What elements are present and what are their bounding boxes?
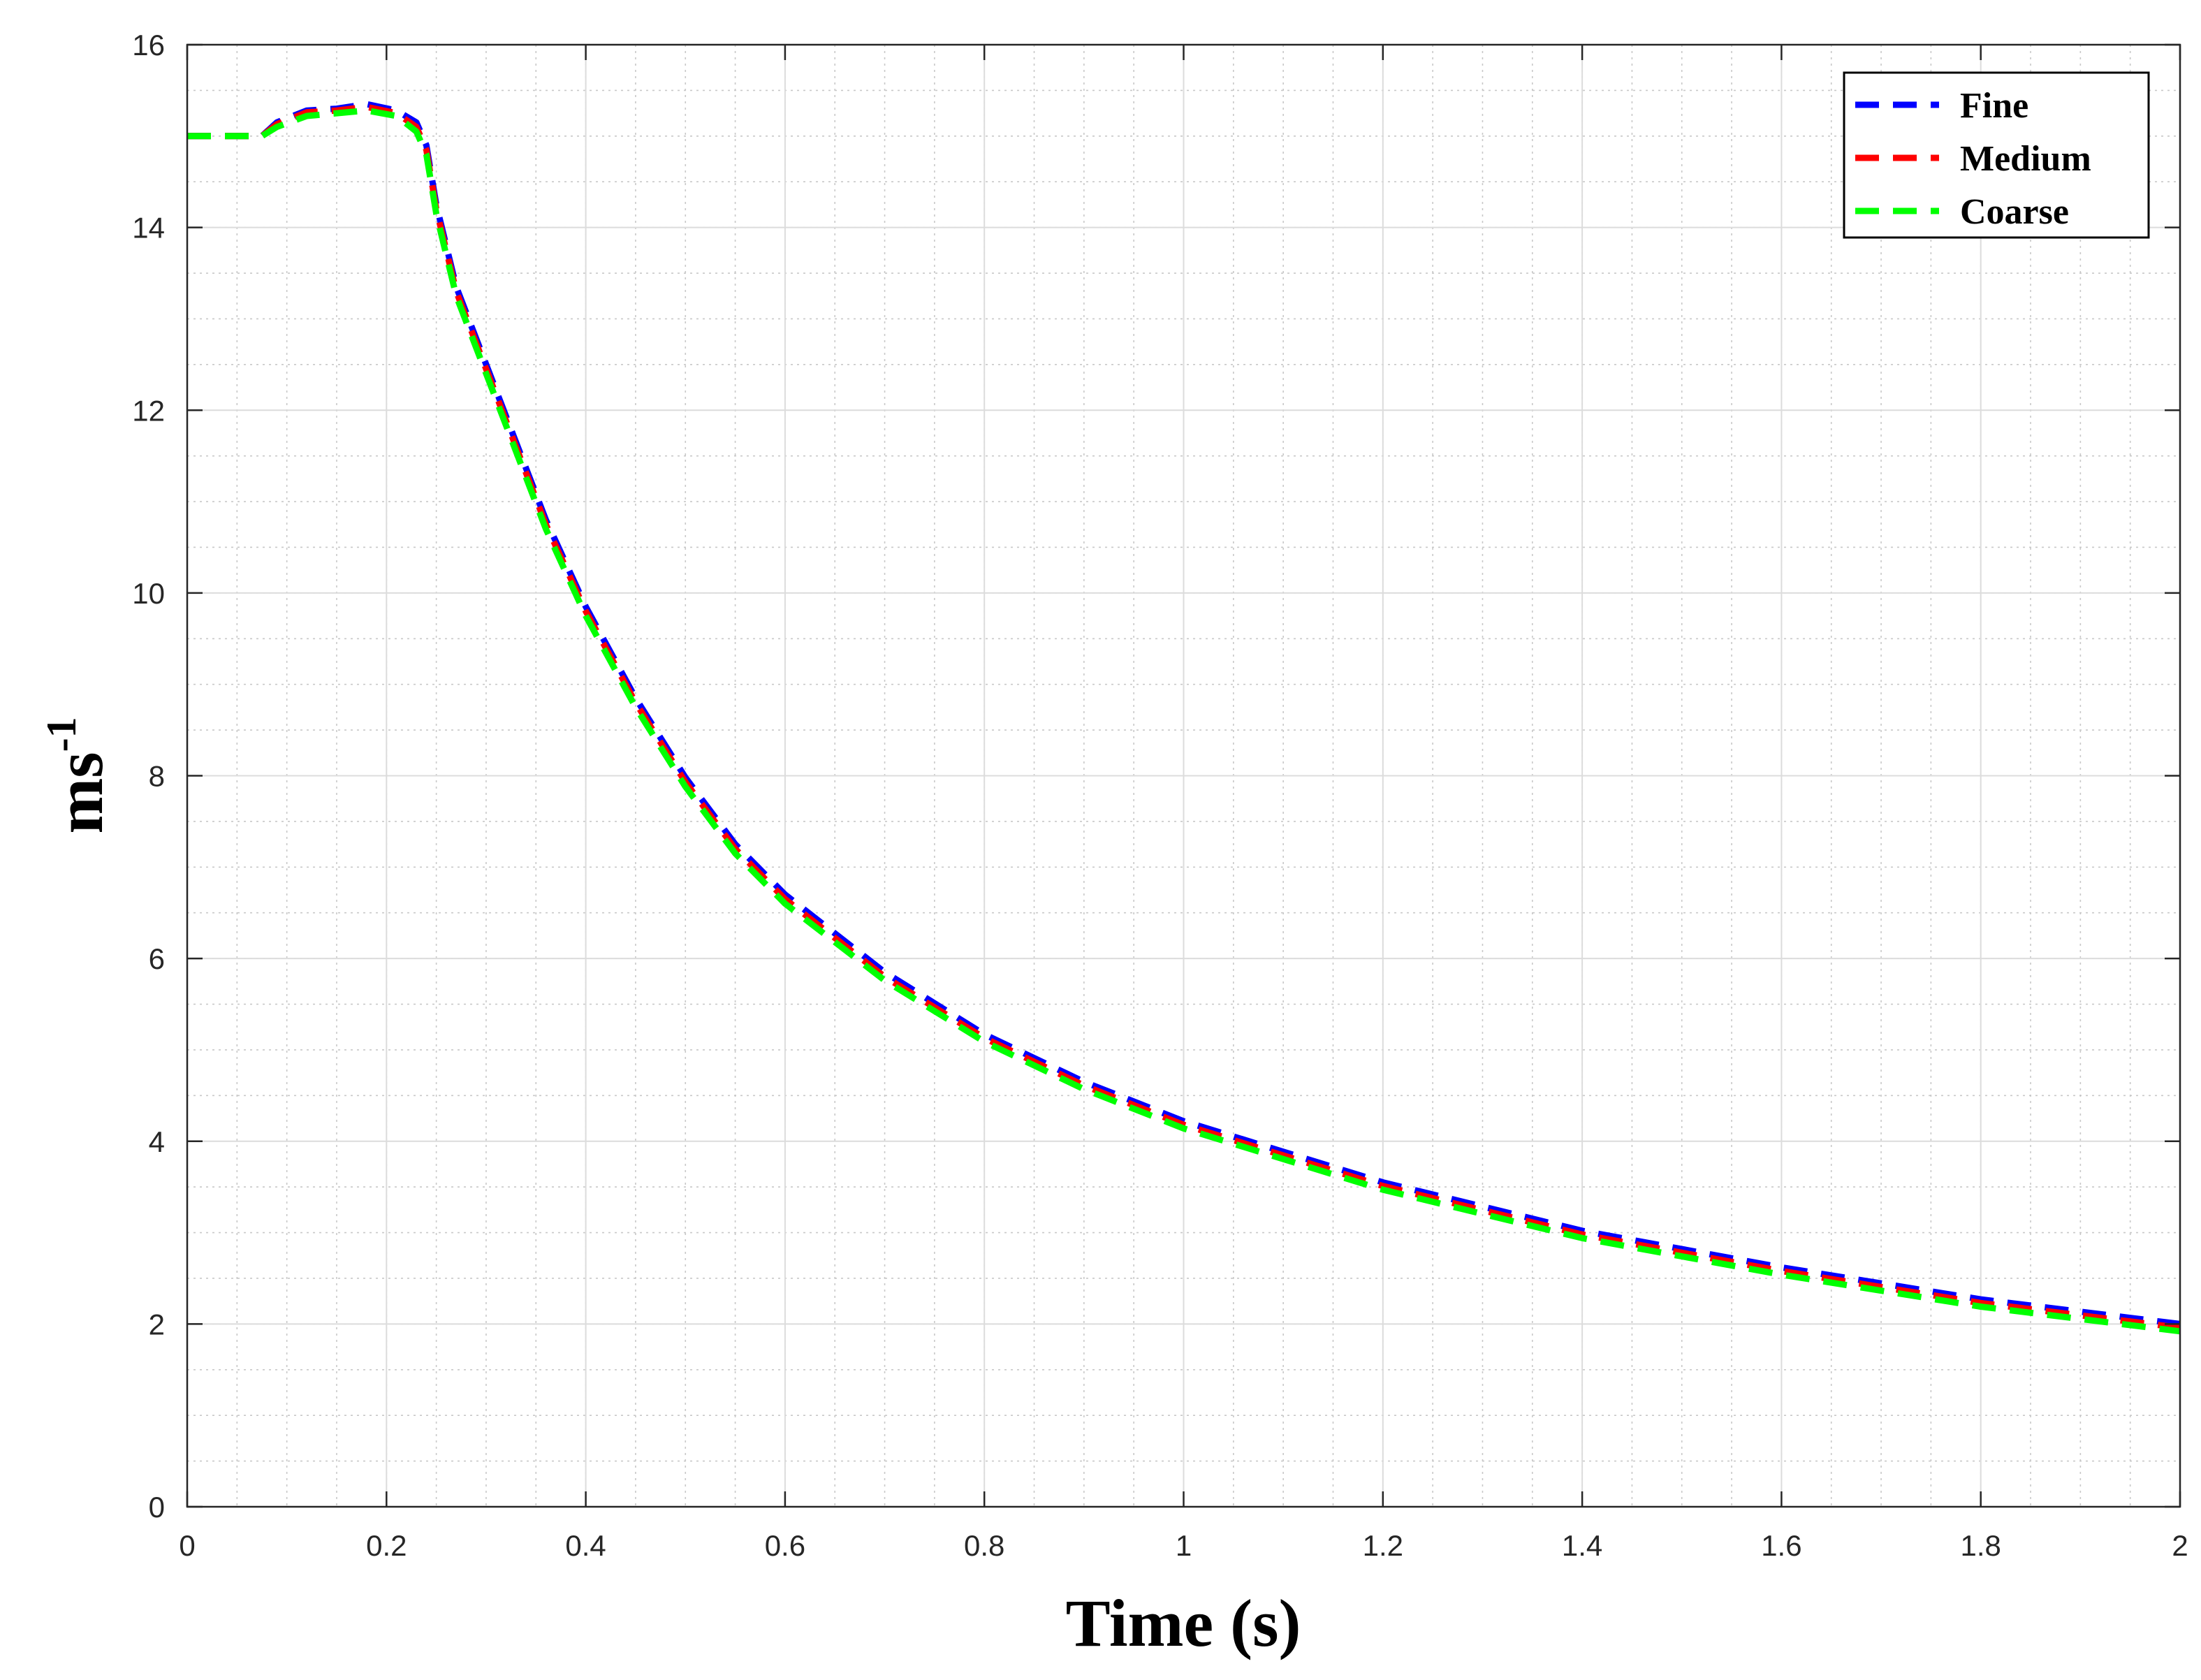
x-tick-label: 0.6 bbox=[765, 1529, 805, 1562]
x-tick-label: 0 bbox=[179, 1529, 195, 1562]
x-tick-label: 1 bbox=[1176, 1529, 1192, 1562]
x-tick-label: 0.8 bbox=[964, 1529, 1004, 1562]
x-axis-title: Time (s) bbox=[1066, 1586, 1301, 1660]
series-layer bbox=[187, 101, 2181, 1335]
y-axis-title-superscript: -1 bbox=[38, 717, 85, 752]
y-tick-label: 2 bbox=[149, 1308, 165, 1341]
x-tick-label: 0.2 bbox=[366, 1529, 407, 1562]
y-tick-label: 12 bbox=[132, 394, 165, 427]
legend: Fine Medium Coarse bbox=[1843, 71, 2150, 239]
y-axis-title-base: ms bbox=[42, 752, 117, 833]
tick-labels: 0 0.2 0.4 0.6 0.8 1 1.2 1.4 1.6 1.8 2 0 2 4 6 8 10 12 14 16 bbox=[132, 29, 2188, 1562]
y-tick-label: 8 bbox=[149, 760, 165, 793]
x-tick-label: 1.8 bbox=[1961, 1529, 2001, 1562]
x-tick-label: 1.2 bbox=[1363, 1529, 1403, 1562]
y-tick-label: 16 bbox=[132, 29, 165, 61]
y-tick-label: 14 bbox=[132, 212, 165, 244]
legend-label-fine: Fine bbox=[1960, 86, 2028, 126]
x-tick-label: 1.4 bbox=[1562, 1529, 1602, 1562]
x-tick-label: 2 bbox=[2172, 1529, 2188, 1562]
y-tick-label: 0 bbox=[149, 1491, 165, 1524]
y-axis-title: ms-1 bbox=[38, 717, 117, 833]
y-tick-label: 4 bbox=[149, 1125, 165, 1158]
x-tick-label: 0.4 bbox=[565, 1529, 606, 1562]
y-tick-label: 6 bbox=[149, 942, 165, 975]
axis-ticks bbox=[186, 43, 2181, 1508]
legend-label-coarse: Coarse bbox=[1960, 192, 2069, 232]
legend-label-medium: Medium bbox=[1960, 139, 2091, 179]
x-tick-label: 1.6 bbox=[1761, 1529, 1801, 1562]
y-tick-label: 10 bbox=[132, 577, 165, 610]
series-line-coarse bbox=[187, 107, 2181, 1335]
